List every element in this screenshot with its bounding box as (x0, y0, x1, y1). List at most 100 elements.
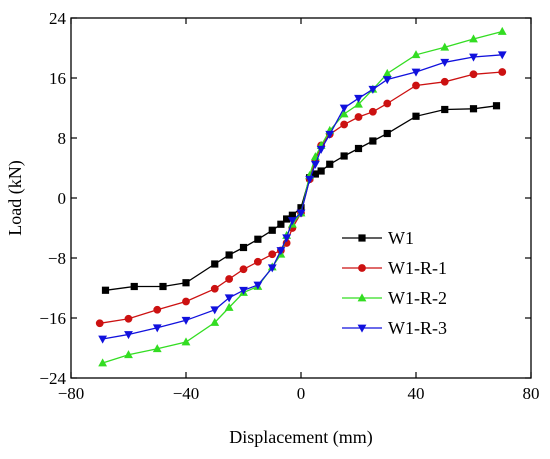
legend-marker (357, 293, 367, 302)
data-point (311, 170, 319, 178)
data-point (276, 247, 286, 256)
data-point (182, 297, 190, 306)
data-point (498, 68, 507, 76)
legend-item: W1 (342, 228, 414, 248)
y-tick-label: 8 (58, 129, 67, 148)
legend-marker (358, 234, 366, 242)
data-point (181, 316, 191, 325)
series-4 (98, 51, 507, 344)
data-point (326, 160, 334, 168)
y-tick-label: 0 (58, 189, 67, 208)
data-point (440, 77, 449, 86)
axis-ticks (70, 17, 532, 379)
data-point (152, 344, 162, 353)
data-point (283, 215, 291, 223)
data-point (282, 234, 292, 243)
data-point (130, 282, 138, 291)
x-tick-label: 80 (523, 384, 540, 403)
data-point (497, 51, 507, 60)
data-point (382, 68, 392, 77)
data-point (268, 250, 277, 259)
data-point (340, 152, 348, 160)
data-point (369, 137, 377, 145)
data-point (277, 220, 285, 228)
y-tick-label: −8 (48, 249, 66, 268)
legend-item: W1-R-3 (342, 318, 447, 338)
data-point (383, 129, 391, 138)
x-tick-label: −80 (58, 384, 85, 403)
data-point (253, 281, 263, 290)
legend-item: W1-R-2 (342, 288, 447, 308)
data-point (182, 279, 190, 287)
data-point (254, 235, 262, 243)
data-point (368, 85, 378, 94)
plot-frame (70, 17, 532, 379)
data-point (225, 251, 233, 259)
data-point (382, 76, 392, 85)
legend-label: W1-R-1 (388, 258, 447, 278)
legend-marker (357, 324, 367, 333)
data-point (239, 265, 248, 274)
x-tick-labels: −80 −40 0 40 80 (58, 384, 540, 403)
data-point (101, 286, 110, 294)
data-point (340, 120, 349, 129)
data-point (305, 175, 315, 184)
data-point (383, 99, 392, 108)
data-point (297, 204, 305, 212)
data-point (411, 68, 421, 77)
data-point (287, 217, 297, 226)
x-axis-title: Displacement (mm) (229, 427, 372, 448)
series-1 (101, 102, 501, 294)
data-point (316, 145, 326, 154)
y-tick-label: −24 (39, 369, 66, 388)
data-point (288, 211, 296, 219)
data-point (124, 350, 133, 359)
data-point (267, 264, 277, 273)
data-point (354, 144, 363, 153)
legend-label: W1-R-3 (388, 318, 447, 338)
series-layer (95, 26, 507, 367)
data-point (95, 319, 104, 328)
data-point (325, 130, 335, 139)
y-axis-title: Load (kN) (5, 160, 26, 235)
data-point (296, 209, 306, 218)
data-point (440, 58, 450, 67)
x-tick-label: −40 (173, 384, 200, 403)
data-point (354, 113, 363, 121)
data-point (354, 94, 363, 103)
data-point (268, 226, 276, 234)
x-tick-label: 0 (297, 384, 306, 403)
data-point (239, 243, 248, 252)
data-point (354, 99, 363, 108)
data-point (210, 284, 219, 293)
data-point (153, 305, 162, 314)
data-point (310, 160, 320, 169)
data-point (317, 167, 325, 175)
legend-label: W1 (388, 228, 414, 248)
x-tick-label: 40 (408, 384, 425, 403)
data-point (441, 105, 449, 114)
y-tick-label: 24 (49, 9, 67, 28)
y-tick-labels: −24 −16 −8 0 8 16 24 (39, 9, 66, 388)
data-point (211, 260, 219, 268)
data-point (339, 104, 349, 113)
data-point (440, 42, 450, 51)
data-point (469, 105, 478, 113)
legend-label: W1-R-2 (388, 288, 447, 308)
data-point (224, 294, 234, 303)
data-point (411, 50, 421, 59)
data-point (469, 53, 478, 62)
data-point (412, 112, 420, 120)
data-point (152, 324, 162, 333)
legend-item: W1-R-1 (342, 258, 447, 278)
data-point (224, 302, 234, 311)
data-point (469, 34, 478, 43)
legend-marker (358, 264, 366, 272)
data-point (124, 314, 133, 323)
data-point (497, 26, 507, 35)
data-point (492, 102, 501, 110)
data-point (469, 70, 478, 79)
data-point (124, 331, 133, 340)
data-point (412, 81, 420, 90)
